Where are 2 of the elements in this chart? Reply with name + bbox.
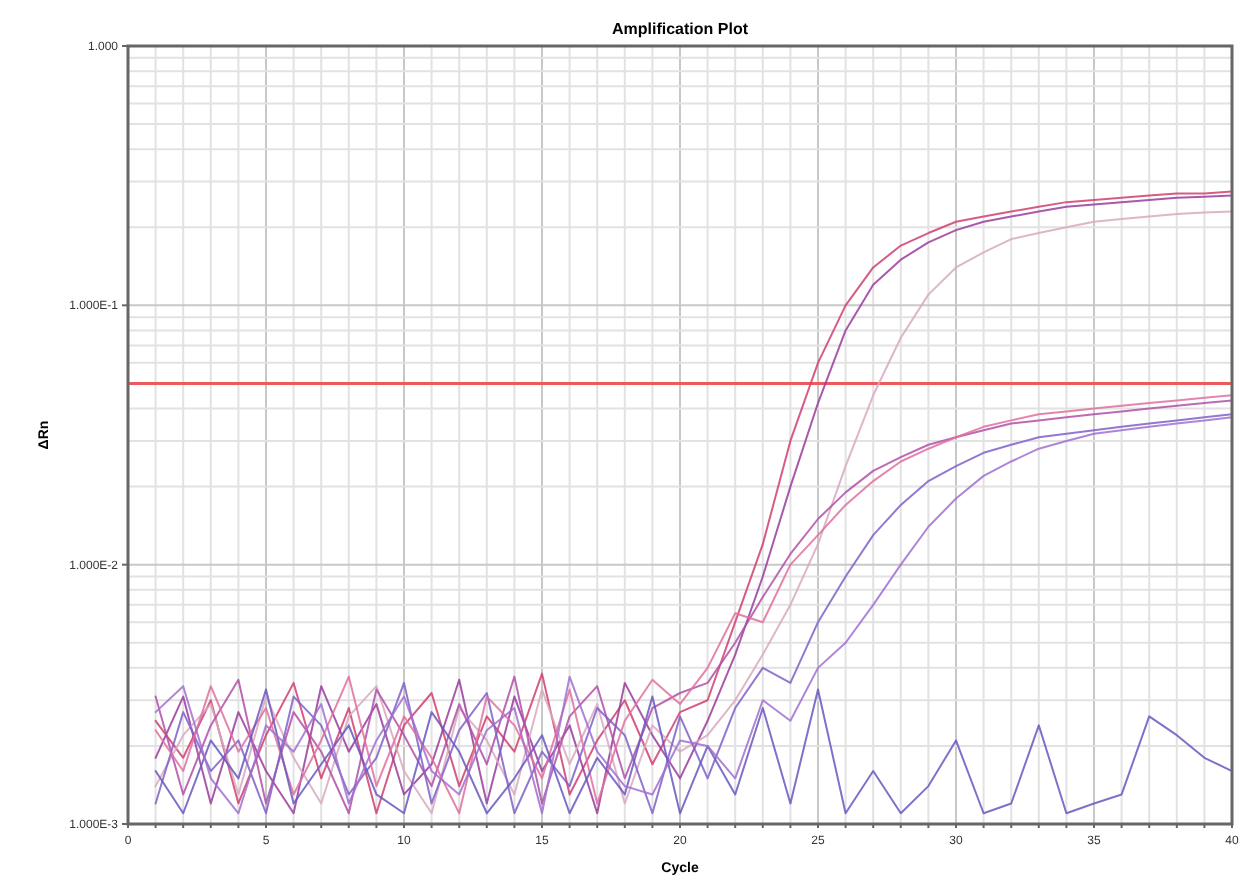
chart-title: Amplification Plot bbox=[612, 20, 749, 38]
line-series bbox=[154, 688, 1233, 815]
